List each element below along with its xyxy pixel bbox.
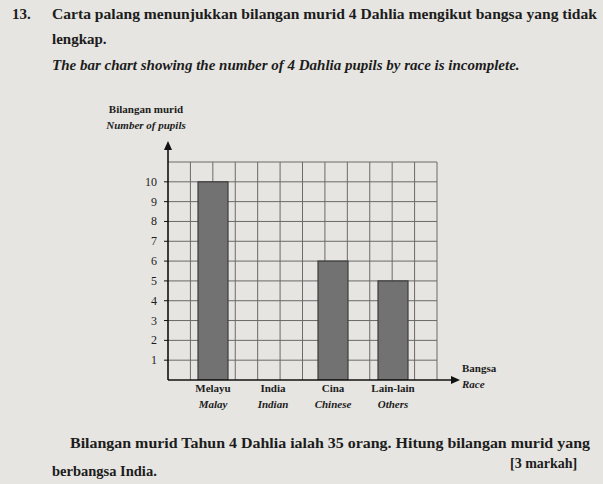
y-tick-label: 7 [151,234,157,248]
question-text-en: The bar chart showing the number of 4 Da… [52,57,520,73]
x-tick-label-en: Others [378,398,409,410]
x-axis-arrow [451,376,460,384]
grid-column [437,162,438,380]
y-tick [164,221,168,222]
grid [168,162,437,380]
x-axis-label: Bangsa [462,362,497,374]
marks: [3 markah] [510,456,577,471]
x-axis [168,379,455,381]
y-tick-label: 9 [151,195,157,209]
y-tick-label: 1 [151,353,157,367]
question-number: 13. [12,6,31,22]
question-text: lengkap. [52,31,107,47]
x-axis-label-en: Race [461,378,485,390]
x-tick-label-en: Indian [257,398,289,410]
y-tick [164,201,168,202]
grid-column [190,162,191,380]
y-tick-label: 6 [151,254,157,268]
y-tick-label: 5 [151,274,157,288]
y-tick [164,300,168,301]
y-tick-label: 2 [151,333,157,347]
x-tick-label-en: Malay [198,398,228,410]
grid-column [414,162,415,380]
plot-frame [168,162,437,163]
x-tick-label: Melayu [195,382,230,394]
y-axis-label-en: Number of pupils [105,119,185,131]
prompt-text: Bilangan murid Tahun 4 Dahlia ialah 35 o… [70,435,591,451]
grid-column [369,162,370,380]
y-tick-label: 4 [151,294,157,308]
y-axis-arrow [164,141,172,150]
y-tick-label: 8 [151,214,157,228]
y-tick [164,280,168,281]
bar [198,182,228,380]
y-tick [164,241,168,242]
x-tick-label: Lain-lain [371,382,414,394]
grid-column [235,162,236,380]
question-text: Carta palang menunjukkan bilangan murid … [52,6,598,22]
prompt-text: berbangsa India. [52,463,157,479]
bars [198,182,408,380]
x-tick-label-en: Chinese [315,398,352,410]
x-tick-label: India [260,382,286,394]
y-tick [164,320,168,321]
page: 13. Carta palang menunjukkan bilangan mur… [0,0,603,484]
x-tick-label: Cina [322,382,345,394]
y-tick [164,261,168,262]
grid-column [257,162,258,380]
y-tick-label: 10 [145,175,157,189]
grid-column [302,162,303,380]
bar [318,261,348,380]
y-axis-label: Bilangan murid [109,103,183,115]
y-tick [164,181,168,182]
grid-column [280,162,281,380]
y-tick-label: 3 [151,314,157,328]
bar [378,281,408,380]
y-axis [167,146,169,380]
y-tick [164,340,168,341]
y-tick [164,360,168,361]
